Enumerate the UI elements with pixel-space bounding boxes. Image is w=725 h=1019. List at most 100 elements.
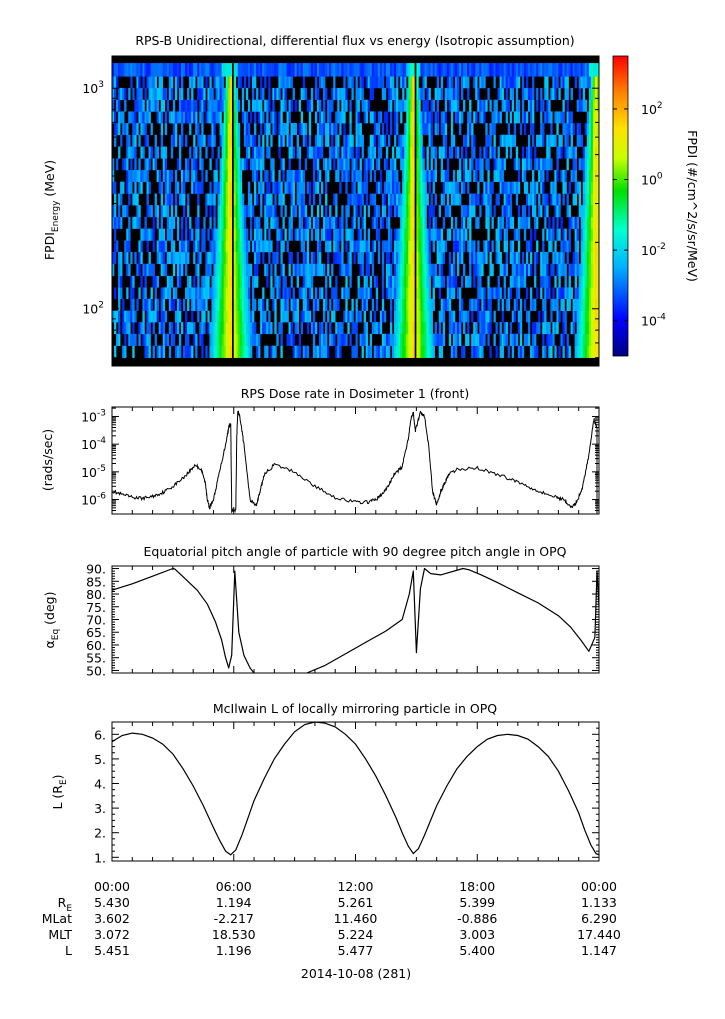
spectrogram-cell: [144, 63, 147, 77]
spectrogram-cell: [197, 181, 200, 194]
spectrogram-cell: [191, 298, 194, 311]
spectrogram-cell: [213, 193, 216, 206]
spectrogram-cell: [469, 263, 472, 277]
spectrogram-cell: [408, 240, 411, 253]
spectrogram-cell: [333, 287, 336, 300]
spectrogram-cell: [556, 216, 559, 229]
spectrogram-cell: [316, 134, 320, 147]
spectrogram-cell: [306, 310, 310, 323]
spectrogram-cell: [582, 275, 586, 288]
spectrogram-cell: [306, 263, 310, 277]
spectrogram-cell: [164, 240, 168, 253]
spectrogram-cell: [511, 240, 515, 253]
spectrogram-cell: [448, 322, 452, 335]
spectrogram-cell: [566, 111, 569, 124]
spectrogram-cell: [493, 123, 496, 136]
spectrogram-cell: [507, 123, 511, 136]
spectrogram-cell: [288, 158, 291, 171]
spectrogram-cell: [282, 63, 285, 77]
spectrogram-cell: [239, 181, 243, 194]
spectrogram-cell: [304, 216, 308, 229]
spectrogram-cell: [481, 251, 484, 265]
spectrogram-cell: [278, 111, 281, 124]
spectrogram-cell: [479, 345, 482, 358]
spectrogram-cell: [584, 310, 588, 323]
spectrogram-cell: [357, 99, 360, 112]
spectrogram-cell: [199, 158, 202, 171]
spectrogram-cell: [256, 63, 259, 77]
spectrogram-cell: [270, 275, 273, 288]
spectrogram-cell: [471, 345, 474, 358]
spectrogram-cell: [418, 275, 421, 288]
spectrogram-cell: [584, 158, 588, 171]
spectrogram-cell: [410, 287, 413, 300]
spectrogram-cell: [193, 76, 196, 89]
spectrogram-cell: [473, 333, 476, 346]
spectrogram-cell: [523, 169, 527, 182]
spectrogram-cell: [235, 63, 239, 77]
spectrogram-cell: [420, 251, 423, 265]
spectrogram-cell: [377, 123, 381, 136]
spectrogram-cell: [454, 216, 458, 229]
spectrogram-cell: [146, 181, 149, 194]
spectrogram-cell: [327, 240, 330, 253]
spectrogram-cell: [191, 99, 194, 112]
spectrogram-cell: [396, 169, 399, 182]
spectrogram-cell: [582, 205, 586, 218]
spectrogram-cell: [203, 216, 206, 229]
spectrogram-cell: [552, 216, 555, 229]
spectrogram-cell: [245, 205, 249, 218]
spectrogram-cell: [493, 158, 496, 171]
spectrogram-cell: [432, 146, 435, 159]
spectrogram-cell: [463, 228, 466, 241]
spectrogram-cell: [321, 123, 324, 136]
spectrogram-cell: [530, 240, 533, 253]
spectrogram-cell: [375, 216, 379, 229]
spectrogram-cell: [430, 111, 433, 124]
spectrogram-cell: [428, 287, 431, 300]
spectrogram-cell: [416, 228, 419, 241]
spectrogram-cell: [284, 99, 287, 112]
lshell-y-label-main: L (R: [50, 785, 65, 810]
spectrogram-cell: [235, 181, 239, 194]
spectrogram-cell: [237, 146, 241, 159]
spectrogram-cell: [448, 63, 452, 77]
spectrogram-cell: [183, 99, 186, 112]
spectrogram-cell: [432, 99, 435, 112]
spectrogram-cell: [241, 322, 245, 335]
spectrogram-cell: [546, 228, 549, 241]
spectrogram-cell: [221, 263, 224, 277]
spectrogram-cell: [475, 87, 478, 101]
spectrogram-cell: [223, 287, 226, 300]
spectrogram-cell: [304, 87, 308, 101]
spectrogram-cell: [128, 134, 131, 147]
spectrogram-cell: [363, 240, 366, 253]
spectrogram-cell: [410, 87, 413, 101]
spectrogram-cell: [195, 123, 198, 136]
spectrogram-cell: [347, 146, 350, 159]
spectrogram-cell: [440, 158, 444, 171]
spectrogram-cell: [254, 193, 257, 206]
spectrogram-cell: [592, 240, 596, 253]
spectrogram-cell: [331, 87, 334, 101]
spectrogram-cell: [148, 322, 151, 335]
spectrogram-cell: [420, 345, 423, 358]
spectrogram-cell: [168, 63, 172, 77]
spectrogram-cell: [211, 322, 214, 335]
spectrogram-cell: [586, 169, 590, 182]
spectrogram-cell: [187, 158, 190, 171]
spectrogram-cell: [446, 228, 450, 241]
spectrogram-cell: [219, 263, 222, 277]
spectrogram-cell: [398, 146, 401, 159]
spectrogram-cell: [189, 146, 192, 159]
spectrogram-cell: [351, 310, 354, 323]
spectrogram-cell: [229, 87, 233, 101]
spectrogram-cell: [114, 76, 117, 89]
colorbar: [612, 55, 629, 357]
spectrogram-cell: [197, 228, 200, 241]
spectrogram-cell: [416, 345, 419, 358]
spectrogram-cell: [227, 298, 230, 311]
spectrogram-cell: [245, 275, 249, 288]
spectrogram-cell: [505, 240, 508, 253]
spectrogram-cell: [550, 345, 553, 358]
